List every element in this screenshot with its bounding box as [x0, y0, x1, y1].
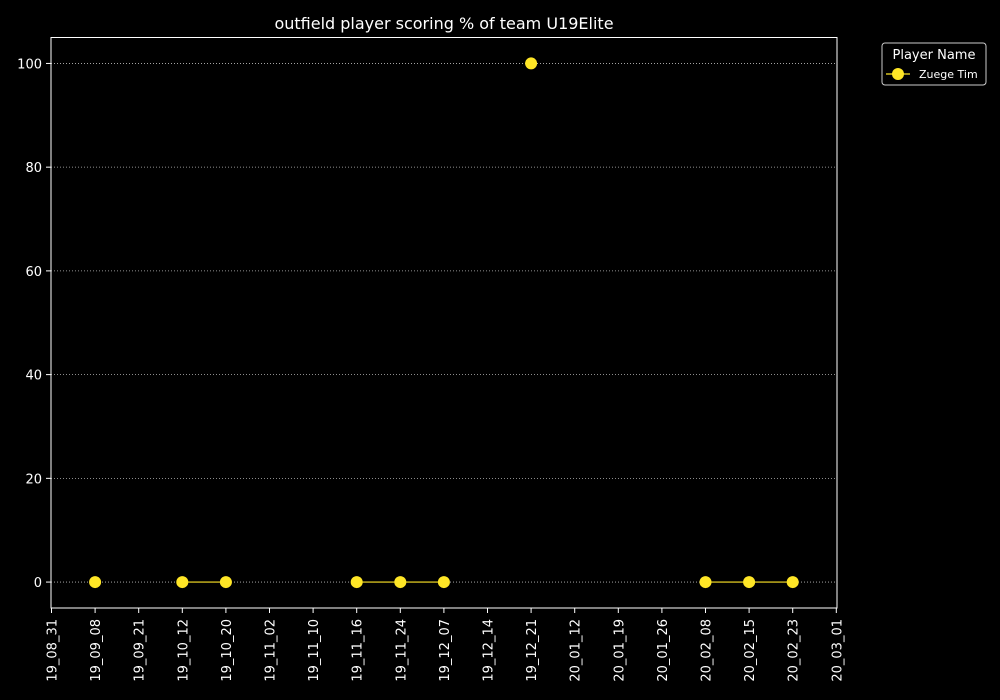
data-point — [743, 576, 756, 589]
x-tick-label: 19_12_07 — [438, 619, 453, 682]
data-point — [350, 576, 363, 589]
x-tick-label: 19_09_08 — [89, 619, 104, 682]
y-tick-label: 80 — [25, 161, 42, 176]
x-tick-label: 19_08_31 — [46, 619, 61, 682]
data-point — [219, 576, 232, 589]
y-tick-label: 60 — [25, 265, 42, 280]
x-tick-label: 20_01_19 — [612, 619, 627, 682]
legend-title: Player Name — [893, 48, 976, 63]
x-tick-label: 19_09_21 — [133, 619, 148, 682]
legend-entry-label: Zuege Tim — [919, 68, 978, 81]
x-tick-label: 19_11_24 — [394, 619, 409, 682]
chart-title: outfield player scoring % of team U19Eli… — [274, 14, 613, 33]
data-point — [394, 576, 407, 589]
x-tick-label: 20_02_23 — [787, 619, 802, 682]
x-tick-label: 20_02_08 — [700, 619, 715, 682]
x-tick-label: 19_11_10 — [307, 619, 322, 682]
legend-marker — [892, 68, 904, 80]
x-tick-label: 19_12_21 — [525, 619, 540, 682]
x-tick-label: 19_10_20 — [220, 619, 235, 682]
x-tick-label: 20_01_26 — [656, 619, 671, 682]
data-point — [89, 576, 102, 589]
x-tick-label: 20_02_15 — [743, 619, 758, 682]
x-tick-label: 20_03_01 — [830, 619, 845, 682]
x-tick-label: 19_10_12 — [176, 619, 191, 682]
x-axis: 19_08_31 19_09_08 19_09_21 19_10_12 19_10_20… — [46, 608, 845, 682]
y-tick-label: 40 — [25, 369, 42, 384]
legend: Player Name Zuege Tim — [881, 42, 987, 86]
data-point — [699, 576, 712, 589]
y-tick-label: 100 — [17, 57, 42, 72]
data-point — [437, 576, 450, 589]
x-tick-label: 19_11_02 — [264, 619, 279, 682]
data-point — [786, 576, 799, 589]
y-tick-label: 0 — [34, 576, 42, 591]
y-tick-label: 20 — [25, 472, 42, 487]
series-points — [89, 57, 799, 589]
x-tick-label: 20_01_12 — [569, 619, 584, 682]
x-tick-label: 19_11_16 — [351, 619, 366, 682]
x-tick-label: 19_12_14 — [482, 619, 497, 682]
y-axis: 0 20 40 60 80 100 — [17, 57, 51, 591]
data-point — [176, 576, 189, 589]
data-point — [525, 57, 538, 70]
